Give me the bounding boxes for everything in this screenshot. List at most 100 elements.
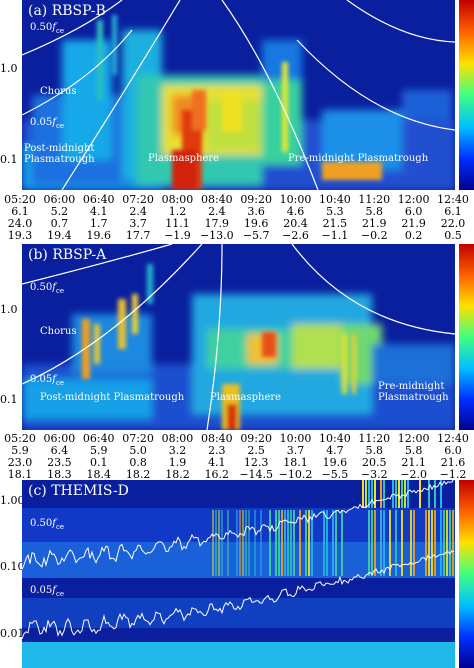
ephemeris-cell: 21.5 bbox=[322, 217, 348, 230]
panel-b-title: (b) RBSP-A bbox=[28, 247, 107, 263]
ephemeris-cell: −10.2 bbox=[278, 468, 313, 481]
panel-c-upper-trace bbox=[22, 480, 454, 570]
stripe-mark bbox=[443, 510, 445, 576]
stripe-mark bbox=[425, 510, 427, 576]
panel-a-chorus-label: Chorus bbox=[40, 86, 77, 97]
stripe-mark bbox=[371, 510, 373, 576]
stripe-mark bbox=[371, 480, 373, 508]
ephemeris-cell: 18.1 bbox=[283, 456, 308, 469]
ephemeris-cell: 2.5 bbox=[247, 444, 265, 457]
stripe-mark bbox=[362, 480, 364, 508]
ephemeris-cell: 08:00 bbox=[161, 432, 194, 445]
panel-b-times-row: 05:20 06:00 06:40 07:20 08:00 08:40 09:20 10:00… bbox=[0, 433, 474, 445]
ephemeris-cell: 05:20 bbox=[4, 432, 36, 445]
ephemeris-cell: 12.3 bbox=[243, 456, 269, 469]
ephemeris-cell: −5.7 bbox=[242, 229, 270, 242]
stripe-mark bbox=[236, 510, 238, 576]
ephemeris-cell: 12:00 bbox=[397, 193, 430, 206]
panel-c-ytick-2: 0.10 bbox=[0, 560, 25, 573]
stripe-mark bbox=[407, 480, 409, 508]
ephemeris-cell: 5.9 bbox=[89, 444, 108, 457]
ephemeris-cell: 18.3 bbox=[47, 468, 72, 481]
ephemeris-cell: 0.2 bbox=[404, 229, 423, 242]
stripe-mark bbox=[212, 510, 214, 576]
ephemeris-cell: 6.1 bbox=[11, 205, 29, 218]
stripe-mark bbox=[311, 510, 313, 576]
stripe-mark bbox=[215, 510, 217, 576]
ephemeris-cell: −2.0 bbox=[400, 468, 427, 481]
stripe-mark bbox=[269, 510, 271, 576]
panel-b-fce-upper: 0.50fce bbox=[30, 282, 65, 295]
ephemeris-cell: 4.7 bbox=[326, 444, 344, 457]
panel-c-spectrogram: (c) THEMIS-D 0.50fce 0.05fce bbox=[22, 480, 455, 668]
ephemeris-cell: 21.9 bbox=[401, 217, 426, 230]
ephemeris-cell: −13.0 bbox=[199, 229, 234, 242]
ephemeris-cell: 6.0 bbox=[444, 444, 462, 457]
stripe-mark bbox=[299, 510, 301, 576]
panel-b-chorus-label: Chorus bbox=[40, 326, 77, 337]
stripe-mark bbox=[365, 480, 367, 508]
ephemeris-cell: 3.2 bbox=[168, 444, 187, 457]
ephemeris-cell: 19.4 bbox=[47, 229, 72, 242]
ephemeris-cell: 19.6 bbox=[322, 456, 348, 469]
ephemeris-cell: 5.8 bbox=[365, 205, 384, 218]
ephemeris-cell: 11:20 bbox=[358, 193, 391, 206]
stripe-mark bbox=[428, 510, 430, 576]
ephemeris-cell: 1.2 bbox=[168, 205, 187, 218]
stripe-mark bbox=[380, 510, 382, 576]
stripe-mark bbox=[290, 510, 292, 576]
ephemeris-cell: 5.8 bbox=[365, 444, 384, 457]
stripe-mark bbox=[413, 510, 415, 576]
stripe-mark bbox=[239, 510, 241, 576]
stripe-mark bbox=[227, 510, 229, 576]
ephemeris-cell: 07:20 bbox=[122, 432, 154, 445]
stripe-mark bbox=[332, 510, 334, 576]
ephemeris-cell: 2.4 bbox=[208, 205, 226, 218]
stripe-mark bbox=[380, 480, 382, 508]
stripe-mark bbox=[404, 480, 406, 508]
panel-a-fce-upper: 0.50fce bbox=[30, 22, 65, 35]
stripe-mark bbox=[245, 510, 247, 576]
ephemeris-cell: 5.9 bbox=[11, 444, 29, 457]
panel-b-spectrogram: (b) RBSP-A 0.50fce 0.05fce Chorus Post-m… bbox=[22, 244, 455, 430]
panel-b-pre-line-1: Pre-midnight bbox=[378, 381, 445, 392]
ephemeris-cell: 21.9 bbox=[362, 217, 387, 230]
ephemeris-cell: 06:40 bbox=[82, 193, 115, 206]
panel-b-row3: 18.1 18.3 18.4 18.2 18.2 16.2 −14.5 −10.2 −5.5 −3… bbox=[0, 469, 474, 481]
ephemeris-cell: 16.2 bbox=[204, 468, 230, 481]
ephemeris-cell: 11.1 bbox=[165, 217, 190, 230]
stripe-mark bbox=[395, 510, 397, 576]
ephemeris-cell: 08:40 bbox=[200, 432, 233, 445]
panel-c-ytick-3: 0.01 bbox=[0, 627, 25, 640]
panel-b-spectrogram-svg bbox=[22, 244, 455, 430]
panel-a-ephemeris: 05:20 06:00 06:40 07:20 08:00 08:40 09:20 10:00… bbox=[0, 194, 474, 242]
ephemeris-cell: 4.1 bbox=[208, 456, 226, 469]
ephemeris-cell: 09:20 bbox=[240, 193, 273, 206]
ephemeris-cell: 10:00 bbox=[279, 193, 312, 206]
ephemeris-cell: 19.3 bbox=[7, 229, 33, 242]
ephemeris-cell: 06:00 bbox=[43, 193, 76, 206]
ephemeris-cell: 09:20 bbox=[240, 432, 273, 445]
ephemeris-cell: 05:20 bbox=[4, 193, 36, 206]
ephemeris-cell: −14.5 bbox=[239, 468, 274, 481]
stripe-mark bbox=[389, 510, 391, 576]
ephemeris-cell: 5.2 bbox=[50, 205, 69, 218]
panel-b-fce-lower: 0.05fce bbox=[30, 374, 65, 387]
stripe-mark bbox=[221, 510, 223, 576]
ephemeris-cell: 12:00 bbox=[397, 432, 430, 445]
ephemeris-cell: 6.4 bbox=[50, 444, 69, 457]
panel-a-ytick-1: 1.0 bbox=[0, 62, 18, 75]
stripe-mark bbox=[275, 510, 277, 576]
ephemeris-cell: −1.2 bbox=[439, 468, 467, 481]
panel-a-pre-midnight-label: Pre-midnight Plasmatrough bbox=[288, 153, 429, 164]
ephemeris-cell: 4.1 bbox=[89, 205, 108, 218]
panel-b-pre-line-2: Plasmatrough bbox=[378, 392, 449, 403]
ephemeris-cell: 3.7 bbox=[286, 444, 305, 457]
ephemeris-cell: 20.4 bbox=[283, 217, 308, 230]
stripe-mark bbox=[254, 510, 256, 576]
ephemeris-cell: 18.2 bbox=[165, 468, 190, 481]
ephemeris-cell: 2.3 bbox=[208, 444, 226, 457]
ephemeris-cell: 0.7 bbox=[50, 217, 69, 230]
ephemeris-cell: 19.6 bbox=[86, 229, 111, 242]
ephemeris-cell: −1.1 bbox=[321, 229, 349, 242]
